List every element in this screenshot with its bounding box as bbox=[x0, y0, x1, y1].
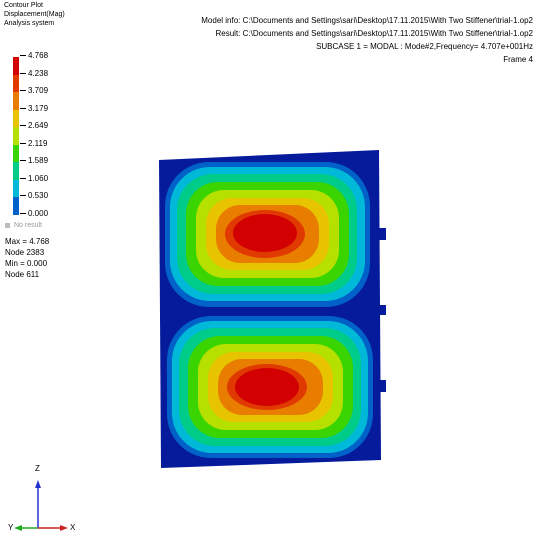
legend-color-segment bbox=[13, 57, 19, 75]
legend-value: 3.709 bbox=[20, 86, 48, 96]
legend-title-line: Contour Plot bbox=[4, 2, 43, 9]
contour-plot-model[interactable] bbox=[155, 150, 395, 475]
result-header: Model info: C:\Documents and Settings\sa… bbox=[201, 14, 533, 66]
legend-color-segment bbox=[13, 197, 19, 215]
result-stats: Max = 4.768 Node 2383 Min = 0.000 Node 6… bbox=[5, 236, 49, 280]
legend-title-line: Displacement(Mag) bbox=[4, 11, 65, 18]
y-axis-label: Y bbox=[8, 523, 14, 532]
legend-color-segment bbox=[13, 179, 19, 198]
min-node: Node 611 bbox=[5, 270, 40, 279]
legend-title: Contour Plot Displacement(Mag) Analysis … bbox=[4, 1, 65, 28]
x-axis-label: X bbox=[70, 523, 76, 532]
legend-color-segment bbox=[13, 162, 19, 180]
legend-color-segment bbox=[13, 127, 19, 145]
stiffener-tab bbox=[378, 380, 386, 392]
legend-color-segment bbox=[13, 92, 19, 110]
stiffener-tab bbox=[378, 228, 386, 240]
z-axis-arrow bbox=[35, 480, 41, 488]
y-axis-arrow bbox=[14, 525, 22, 531]
legend-value: 1.589 bbox=[20, 156, 48, 166]
model-info: Model info: C:\Documents and Settings\sa… bbox=[201, 16, 533, 25]
legend-color-segment bbox=[13, 144, 19, 163]
x-axis-arrow bbox=[60, 525, 68, 531]
legend-value: 2.119 bbox=[20, 139, 47, 149]
legend-title-line: Analysis system bbox=[4, 20, 55, 27]
max-node: Node 2383 bbox=[5, 248, 45, 257]
legend-color-segment bbox=[13, 109, 19, 128]
subcase-info: SUBCASE 1 = MODAL : Mode#2,Frequency= 4.… bbox=[316, 42, 533, 51]
contour-peak bbox=[235, 368, 299, 406]
no-result-entry: No result bbox=[5, 222, 42, 229]
stiffener-tab bbox=[378, 305, 386, 315]
min-value: Min = 0.000 bbox=[5, 259, 48, 268]
legend-value: 0.000 bbox=[20, 209, 48, 219]
contour-peak bbox=[233, 214, 297, 252]
legend-value: 4.768 bbox=[20, 51, 48, 61]
legend-color-bar bbox=[13, 57, 19, 215]
legend-value: 2.649 bbox=[20, 121, 48, 131]
frame-label: Frame 4 bbox=[503, 55, 533, 64]
result-path: Result: C:\Documents and Settings\sari\D… bbox=[215, 29, 534, 38]
upper-mode-lobe bbox=[165, 162, 370, 307]
max-value: Max = 4.768 bbox=[5, 237, 50, 246]
legend-value: 4.238 bbox=[20, 69, 48, 79]
legend-value: 1.060 bbox=[20, 174, 48, 184]
lower-mode-lobe bbox=[167, 316, 373, 458]
legend-value: 3.179 bbox=[20, 104, 48, 114]
axis-triad-graphic bbox=[14, 480, 68, 531]
no-result-swatch bbox=[5, 222, 10, 228]
z-axis-label: Z bbox=[35, 464, 40, 473]
legend-color-segment bbox=[13, 74, 19, 93]
no-result-label: No result bbox=[14, 222, 43, 229]
axis-triad[interactable]: Z Y X bbox=[8, 460, 88, 536]
legend-value: 0.530 bbox=[20, 191, 48, 201]
